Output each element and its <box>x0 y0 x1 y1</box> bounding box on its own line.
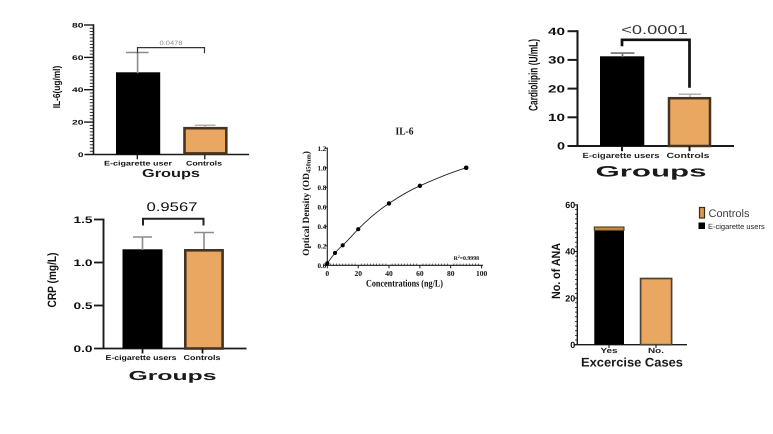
svg-text:Controls: Controls <box>184 354 221 362</box>
svg-text:60: 60 <box>72 55 84 62</box>
svg-text:CRP (mg/L): CRP (mg/L) <box>45 252 59 307</box>
svg-text:E-cigarette users: E-cigarette users <box>106 354 177 362</box>
svg-text:0.5: 0.5 <box>74 301 94 312</box>
svg-text:0.0: 0.0 <box>74 344 93 355</box>
svg-text:E-cigarette users: E-cigarette users <box>583 151 660 160</box>
svg-text:1.2: 1.2 <box>318 145 327 153</box>
svg-text:1.5: 1.5 <box>74 215 94 226</box>
svg-text:Optical Density (OD450nm): Optical Density (OD450nm) <box>302 151 313 256</box>
svg-text:0: 0 <box>570 340 575 350</box>
svg-text:Excercise Cases: Excercise Cases <box>581 356 683 370</box>
svg-text:0.0478: 0.0478 <box>160 40 184 47</box>
svg-text:Controls: Controls <box>186 161 222 168</box>
svg-text:100: 100 <box>476 269 488 278</box>
svg-text:Yes: Yes <box>601 346 618 355</box>
svg-text:0.9567: 0.9567 <box>147 200 198 214</box>
svg-text:30: 30 <box>548 55 565 67</box>
svg-text:20: 20 <box>72 120 84 127</box>
svg-text:40: 40 <box>548 26 565 38</box>
svg-text:60: 60 <box>416 269 424 278</box>
svg-text:E-cigarette users: E-cigarette users <box>708 222 765 231</box>
svg-text:40: 40 <box>565 247 575 257</box>
svg-text:1.0: 1.0 <box>74 258 93 269</box>
svg-text:No. of ANA: No. of ANA <box>549 243 563 299</box>
svg-text:No.: No. <box>648 346 664 355</box>
svg-text:<0.0001: <0.0001 <box>621 22 688 37</box>
svg-text:1.0: 1.0 <box>318 164 327 172</box>
svg-text:0.6: 0.6 <box>318 203 327 211</box>
svg-text:0: 0 <box>78 152 84 159</box>
svg-text:40: 40 <box>385 269 393 278</box>
svg-text:0.0: 0.0 <box>318 262 327 270</box>
svg-text:R2=0.9998: R2=0.9998 <box>454 254 480 262</box>
svg-text:Groups: Groups <box>596 164 707 181</box>
svg-text:IL-6: IL-6 <box>396 127 414 138</box>
svg-text:Concentrations (ng/L): Concentrations (ng/L) <box>366 279 443 290</box>
svg-text:0.2: 0.2 <box>318 242 327 250</box>
svg-text:Groups: Groups <box>129 368 217 383</box>
svg-text:20: 20 <box>354 269 362 278</box>
svg-text:Cardiolipin (U/mL): Cardiolipin (U/mL) <box>527 39 541 111</box>
svg-text:80: 80 <box>447 269 455 278</box>
svg-text:20: 20 <box>548 83 565 95</box>
svg-text:E-cigarette user: E-cigarette user <box>104 161 173 168</box>
svg-text:Controls: Controls <box>709 208 750 220</box>
svg-text:20: 20 <box>565 293 575 303</box>
svg-text:60: 60 <box>565 200 575 210</box>
svg-text:80: 80 <box>72 22 84 29</box>
svg-text:10: 10 <box>548 112 565 124</box>
svg-text:Groups: Groups <box>142 168 200 180</box>
svg-text:0: 0 <box>557 141 565 153</box>
svg-text:0.8: 0.8 <box>318 184 327 192</box>
svg-text:40: 40 <box>72 87 84 94</box>
svg-text:0: 0 <box>325 269 329 278</box>
svg-text:Controls: Controls <box>667 151 710 160</box>
svg-text:0.4: 0.4 <box>318 223 327 231</box>
svg-text:IL-6(ug/ml): IL-6(ug/ml) <box>52 66 63 109</box>
